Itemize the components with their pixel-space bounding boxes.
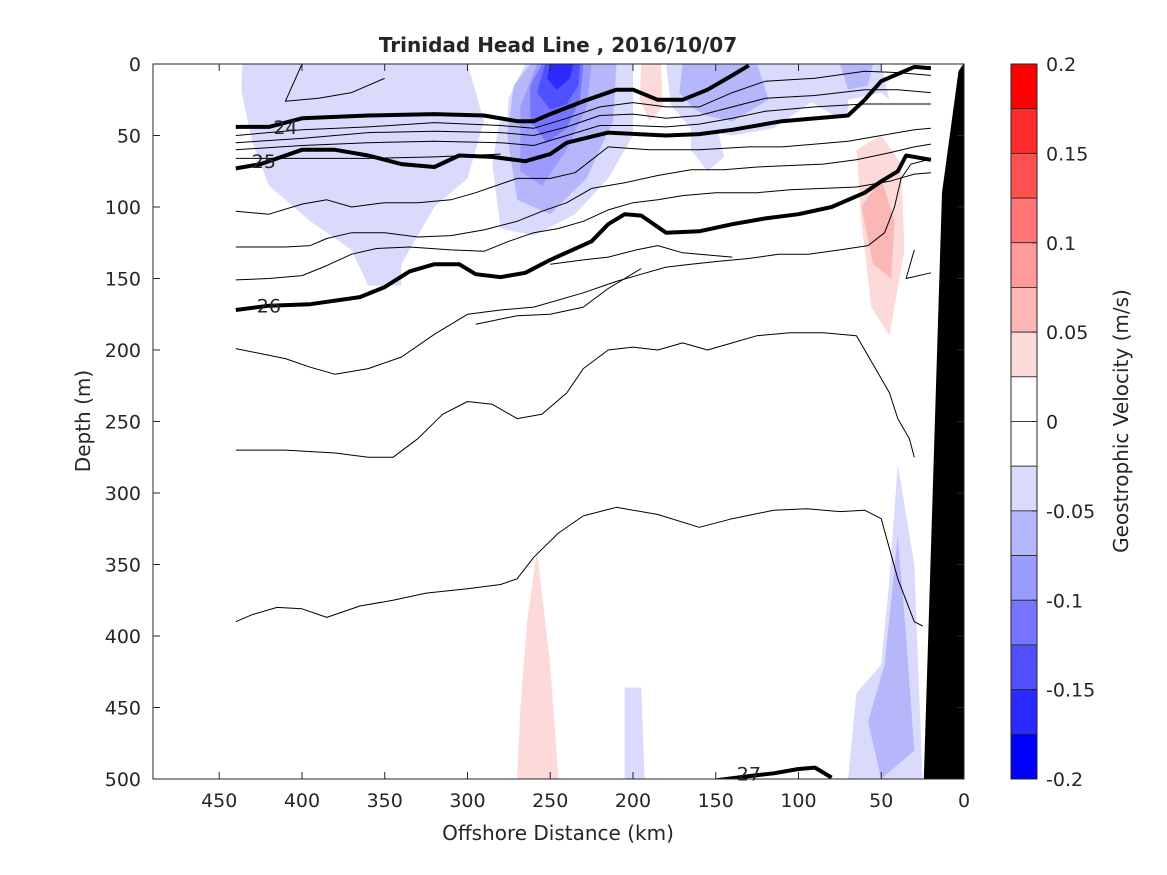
- y-tick-label: 450: [105, 698, 141, 720]
- isopycnal-26: [235, 153, 932, 312]
- isopycnal-thin: [235, 89, 931, 144]
- x-tick-label: 150: [698, 790, 734, 812]
- colorbar: 0.2 0.15 0.1 0.05 0 -0.05 -0.1 -0.15 -0.2: [1010, 54, 1095, 791]
- isopycnal-thin: [235, 506, 923, 627]
- southward-velocity-region: [690, 106, 724, 172]
- colorbar-tick-label: 0.05: [1046, 322, 1088, 344]
- southward-velocity-region: [624, 687, 645, 779]
- colorbar-tick-label: 0.15: [1046, 143, 1088, 165]
- colorbar-swatch: [1010, 599, 1038, 646]
- colorbar-swatch: [1010, 644, 1038, 691]
- colorbar-label: Geostrophic Velocity (m/s): [1109, 289, 1133, 553]
- x-tick-label: 400: [284, 790, 320, 812]
- y-tick-label: 500: [105, 769, 141, 791]
- x-tick-label: 0: [958, 790, 970, 812]
- topography: [923, 64, 964, 779]
- x-tick-label: 100: [780, 790, 816, 812]
- colorbar-tick-label: -0.05: [1046, 501, 1095, 523]
- y-tick-label: 150: [105, 269, 141, 291]
- isopycnal-24: [235, 64, 750, 129]
- y-tick-label: 400: [105, 626, 141, 648]
- colorbar-swatch: [1010, 152, 1038, 199]
- colorbar-tick-label: -0.2: [1046, 769, 1083, 791]
- colorbar-swatch: [1010, 465, 1038, 512]
- colorbar-tick-label: 0.2: [1046, 54, 1076, 76]
- northward-velocity-region: [687, 643, 716, 779]
- northward-velocity-region: [861, 178, 895, 279]
- colorbar-swatch: [1010, 63, 1038, 110]
- isopycnal-thin: [905, 249, 932, 279]
- x-axis: 450 400 350 300 250 200 150 100 50 0: [201, 64, 970, 812]
- y-tick-label: 100: [105, 197, 141, 219]
- y-tick-label: 50: [117, 126, 141, 148]
- chart-title: Trinidad Head Line , 2016/10/07: [379, 33, 737, 57]
- isopycnal-thin: [235, 159, 928, 375]
- velocity-fills: [232, 64, 923, 779]
- northward-velocity-region: [583, 321, 617, 400]
- y-tick-label: 200: [105, 340, 141, 362]
- contour-label-25: 25: [252, 151, 276, 173]
- x-tick-label: 450: [201, 790, 237, 812]
- isopycnal-thin: [235, 127, 931, 215]
- colorbar-tick-label: -0.15: [1046, 680, 1095, 702]
- northward-velocity-region: [232, 64, 243, 107]
- isopycnal-thin: [235, 103, 931, 151]
- colorbar-swatch: [1010, 421, 1038, 467]
- isopycnal-thin: [284, 64, 385, 102]
- isopycnal-thin: [235, 332, 915, 458]
- southward-velocity-region: [868, 535, 915, 779]
- isopycnal-27: [715, 765, 833, 779]
- colorbar-tick-label: -0.1: [1046, 590, 1083, 612]
- contour-label-24: 24: [273, 117, 297, 139]
- y-tick-label: 250: [105, 412, 141, 434]
- x-axis-label: Offshore Distance (km): [442, 821, 674, 845]
- x-tick-label: 200: [615, 790, 651, 812]
- colorbar-swatch: [1010, 108, 1038, 154]
- colorbar-swatch: [1010, 287, 1038, 333]
- isopycnal-thin: [235, 153, 501, 159]
- y-axis-label: Depth (m): [71, 370, 95, 472]
- contour-labels: 24 25 26 27: [252, 117, 761, 785]
- northward-velocity-region: [277, 214, 288, 258]
- isopycnal-25: [235, 64, 932, 171]
- colorbar-swatch: [1010, 376, 1038, 422]
- y-tick-label: 350: [105, 555, 141, 577]
- contour-label-27: 27: [737, 763, 761, 785]
- isopycnal-thin: [235, 70, 931, 136]
- y-tick-label: 0: [129, 54, 141, 76]
- southward-velocity-region: [839, 64, 873, 90]
- colorbar-swatch: [1010, 733, 1038, 780]
- colorbar-tick-label: 0: [1046, 412, 1058, 434]
- colorbar-swatch: [1010, 555, 1038, 601]
- colorbar-swatch: [1010, 197, 1038, 244]
- plot-area: 24 25 26 27: [152, 63, 965, 785]
- colorbar-swatch: [1010, 331, 1038, 378]
- x-tick-label: 300: [449, 790, 485, 812]
- northward-velocity-region: [639, 64, 663, 122]
- northward-velocity-region: [335, 543, 418, 779]
- southward-velocity-region: [679, 64, 769, 122]
- colorbar-tick-label: 0.1: [1046, 233, 1076, 255]
- northward-velocity-region: [492, 64, 511, 122]
- colorbar-swatch: [1010, 689, 1038, 735]
- colorbar-swatch: [1010, 510, 1038, 556]
- y-tick-label: 300: [105, 483, 141, 505]
- isopycnal-thin: [550, 245, 733, 265]
- y-axis: 0 50 100 150 200 250 300 350 400 450 500: [105, 54, 964, 791]
- contour-label-26: 26: [257, 296, 281, 318]
- isopycnal-thin: [235, 143, 931, 248]
- seafloor-topography: [923, 64, 964, 779]
- density-contours: [235, 64, 932, 779]
- x-tick-label: 50: [869, 790, 893, 812]
- isopycnal-thin: [235, 172, 931, 281]
- x-tick-label: 350: [367, 790, 403, 812]
- isopycnal-thin: [475, 268, 642, 325]
- colorbar-swatch: [1010, 242, 1038, 288]
- southward-velocity-region: [546, 64, 574, 90]
- x-tick-label: 250: [532, 790, 568, 812]
- northward-velocity-region: [517, 550, 559, 779]
